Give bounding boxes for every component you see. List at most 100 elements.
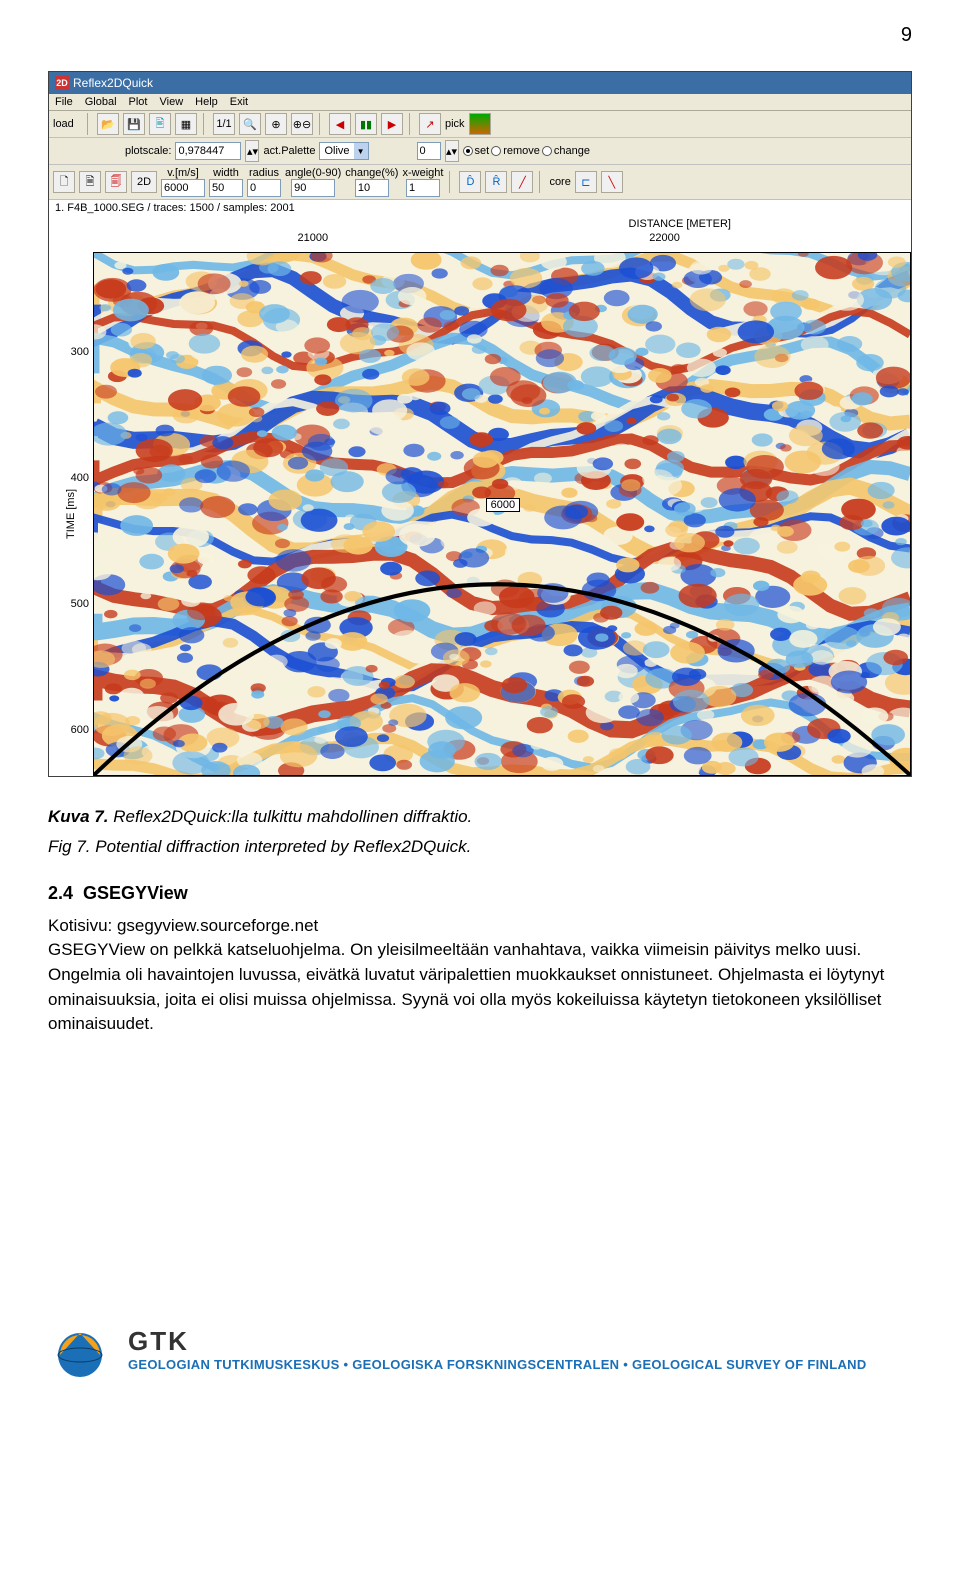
pick-tool-icon[interactable]: ↗ [419, 113, 441, 135]
core-label: core [549, 176, 570, 188]
doc-icon[interactable]: 🗎 [79, 171, 101, 193]
core-tool1-icon[interactable]: ⊏ [575, 171, 597, 193]
radio-set[interactable] [463, 146, 473, 156]
tool-r-icon[interactable]: R̂ [485, 171, 507, 193]
spin-stepper-icon[interactable]: ▴▾ [445, 140, 459, 162]
window-title: Reflex2DQuick [73, 76, 153, 90]
seismic-plot[interactable]: 6000 [93, 252, 911, 776]
change-label: change(%) [345, 167, 398, 179]
app-window: 2D Reflex2DQuick File Global Plot View H… [48, 71, 912, 777]
palette-combo[interactable]: Olive ▼ [319, 142, 368, 160]
separator [409, 113, 413, 135]
vms-label: v.[m/s] [167, 167, 199, 179]
angle-label: angle(0-90) [285, 167, 341, 179]
angle-input[interactable] [291, 179, 335, 197]
actpalette-label: act.Palette [263, 145, 315, 157]
docs-icon[interactable]: 🗐 [105, 171, 127, 193]
toolbar-row-1b: plotscale: ▴▾ act.Palette Olive ▼ ▴▾ set… [49, 138, 911, 165]
page-number: 9 [48, 24, 912, 47]
layers-icon[interactable] [469, 113, 491, 135]
app-icon: 2D [55, 76, 69, 90]
plotscale-spin-icon[interactable]: ▴▾ [245, 140, 259, 162]
menu-help[interactable]: Help [195, 96, 218, 108]
chevron-down-icon[interactable]: ▼ [354, 143, 368, 159]
radio-change[interactable] [542, 146, 552, 156]
change-input[interactable] [355, 179, 389, 197]
radius-input[interactable] [247, 179, 281, 197]
gtk-wordmark: GTK [128, 1326, 867, 1357]
separator [87, 113, 91, 135]
page-footer: GTK GEOLOGIAN TUTKIMUSKESKUS • GEOLOGISK… [48, 1317, 912, 1381]
menu-exit[interactable]: Exit [230, 96, 248, 108]
section-number: 2.4 [48, 883, 73, 903]
radius-label: radius [249, 167, 279, 179]
width-input[interactable] [209, 179, 243, 197]
zoom-buttons-icon[interactable]: ⊕⊖ [291, 113, 313, 135]
xweight-input[interactable] [406, 179, 440, 197]
separator [319, 113, 323, 135]
load-label: load [53, 118, 81, 130]
width-label: width [213, 167, 239, 179]
x-axis-label: DISTANCE [METER] [93, 216, 911, 252]
pick-mode-group: set remove change [463, 145, 590, 157]
y-tick: 500 [71, 598, 89, 610]
gtk-logo-icon [48, 1317, 112, 1381]
plotscale-input[interactable] [175, 142, 241, 160]
new-icon[interactable]: 🗋 [53, 171, 75, 193]
caption-en-text: Potential diffraction interpreted by Ref… [95, 837, 471, 856]
menu-plot[interactable]: Plot [129, 96, 148, 108]
titlebar: 2D Reflex2DQuick [49, 72, 911, 94]
section-heading: 2.4 GSEGYView [48, 883, 912, 904]
figure-caption: Kuva 7. Reflex2DQuick:lla tulkittu mahdo… [48, 805, 912, 859]
y-tick: 600 [71, 724, 89, 736]
pick-velocity-label: 6000 [486, 498, 520, 512]
seismic-viewport: DISTANCE [METER] 21000 22000 TIME [ms] 3… [49, 216, 911, 776]
tool-d-icon[interactable]: D̂ [459, 171, 481, 193]
zoom-icon[interactable]: 🔍 [239, 113, 261, 135]
mode-2d-button[interactable]: 2D [131, 171, 157, 193]
x-tick: 21000 [298, 232, 329, 244]
y-tick: 400 [71, 472, 89, 484]
toolbar-row-2: 🗋 🗎 🗐 2D v.[m/s] width radius angle(0-90… [49, 165, 911, 200]
pick-label: pick [445, 118, 465, 130]
section-title: GSEGYView [83, 883, 188, 903]
open-icon[interactable]: 📂 [97, 113, 119, 135]
radio-remove[interactable] [491, 146, 501, 156]
palette-value: Olive [320, 145, 353, 157]
core-tool2-icon[interactable]: ╲ [601, 171, 623, 193]
toolbar-row-1: load 📂 💾 🖹 ▦ 1/1 🔍 ⊕ ⊕⊖ ◀ ▮▮ ▶ ↗ pick [49, 111, 911, 138]
prev-icon[interactable]: ◀ [329, 113, 351, 135]
menu-view[interactable]: View [160, 96, 184, 108]
tool-line-icon[interactable]: ╱ [511, 171, 533, 193]
next-icon[interactable]: ▶ [381, 113, 403, 135]
separator [203, 113, 207, 135]
zoom-in-icon[interactable]: ⊕ [265, 113, 287, 135]
caption-en-label: Fig 7. [48, 837, 91, 856]
plotscale-label: plotscale: [125, 145, 171, 157]
xweight-label: x-weight [402, 167, 443, 179]
radio-change-label: change [554, 145, 590, 157]
menu-file[interactable]: File [55, 96, 73, 108]
section-body: Kotisivu: gsegyview.sourceforge.net GSEG… [48, 914, 912, 1037]
save-icon[interactable]: 💾 [123, 113, 145, 135]
seismic-image [94, 253, 910, 775]
footer-orgs: GEOLOGIAN TUTKIMUSKESKUS • GEOLOGISKA FO… [128, 1357, 867, 1372]
x-tick: 22000 [649, 232, 680, 244]
spin-input[interactable] [417, 142, 441, 160]
y-tick: 300 [71, 346, 89, 358]
y-axis-ticks: 300 400 500 600 [49, 252, 93, 776]
separator [539, 171, 543, 193]
status-line: 1. F4B_1000.SEG / traces: 1500 / samples… [49, 200, 911, 216]
export-icon[interactable]: 🖹 [149, 113, 171, 135]
radio-set-label: set [475, 145, 490, 157]
caption-fi-label: Kuva 7. [48, 807, 108, 826]
table-icon[interactable]: ▦ [175, 113, 197, 135]
pause-icon[interactable]: ▮▮ [355, 113, 377, 135]
vms-input[interactable] [161, 179, 205, 197]
menubar: File Global Plot View Help Exit [49, 94, 911, 111]
fit-icon[interactable]: 1/1 [213, 113, 235, 135]
caption-fi-text: Reflex2DQuick:lla tulkittu mahdollinen d… [113, 807, 472, 826]
separator [449, 171, 453, 193]
radio-remove-label: remove [503, 145, 540, 157]
menu-global[interactable]: Global [85, 96, 117, 108]
